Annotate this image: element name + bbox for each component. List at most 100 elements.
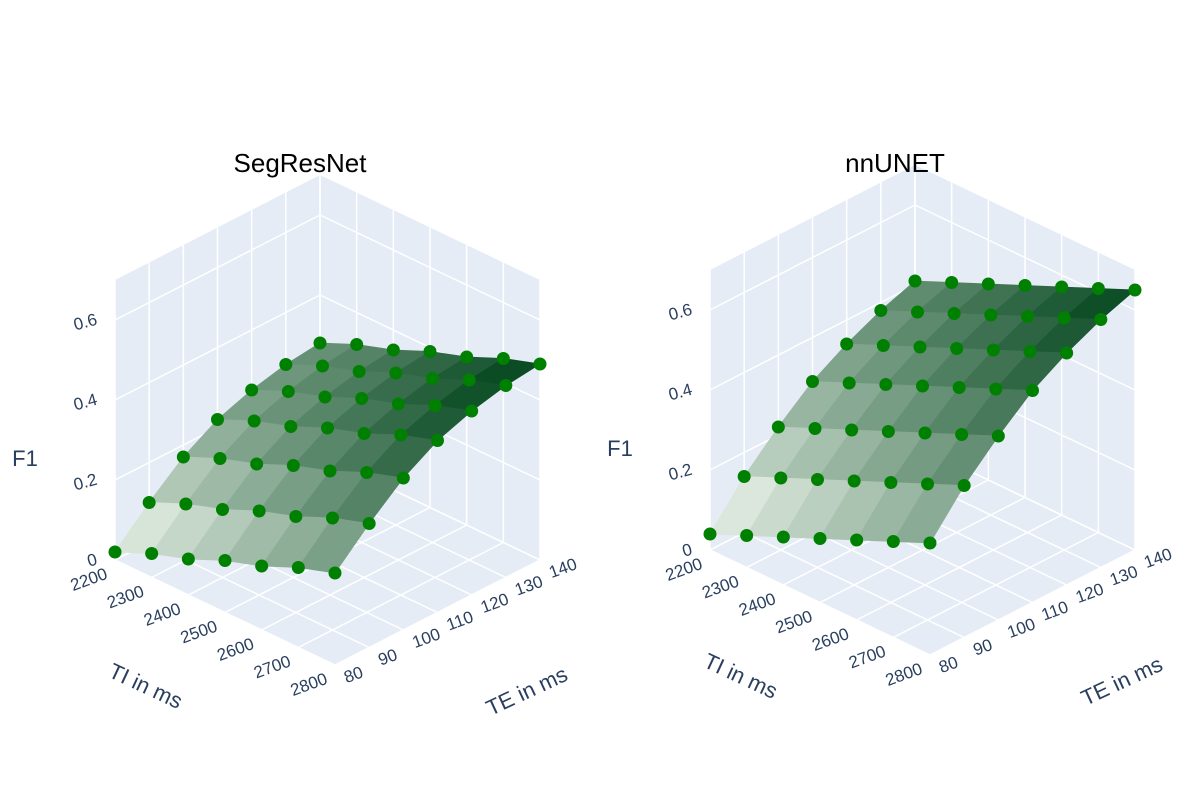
x-tick-label: 2700 bbox=[846, 642, 888, 673]
data-point bbox=[911, 305, 924, 319]
data-point bbox=[499, 379, 513, 392]
data-point bbox=[950, 342, 964, 355]
data-point bbox=[328, 566, 342, 580]
chart-title: nnUNET bbox=[845, 148, 945, 178]
data-point bbox=[255, 559, 269, 573]
z-tick-label: 0.4 bbox=[666, 380, 694, 404]
data-point bbox=[291, 561, 305, 574]
data-point bbox=[360, 466, 374, 479]
data-point bbox=[396, 471, 410, 485]
data-point bbox=[879, 378, 893, 391]
y-tick-label: 110 bbox=[444, 607, 476, 634]
data-point bbox=[352, 365, 366, 378]
grid-line bbox=[319, 214, 541, 321]
data-point bbox=[386, 343, 400, 357]
data-point bbox=[981, 277, 995, 291]
data-point bbox=[1021, 310, 1034, 323]
grid-line bbox=[743, 531, 965, 639]
data-point bbox=[918, 426, 932, 440]
data-point bbox=[771, 420, 785, 434]
data-point bbox=[389, 366, 403, 380]
y-tick-label: 100 bbox=[410, 624, 443, 652]
y-tick-label: 120 bbox=[1073, 579, 1106, 607]
y-tick-label: 90 bbox=[971, 635, 995, 659]
data-point bbox=[986, 343, 1000, 357]
data-point bbox=[350, 338, 364, 351]
y-axis-title: TE in ms bbox=[1077, 651, 1166, 710]
data-point bbox=[842, 376, 856, 390]
data-point bbox=[884, 476, 898, 489]
y-tick-label: 80 bbox=[936, 653, 960, 677]
data-point bbox=[1026, 384, 1039, 397]
data-point bbox=[316, 359, 329, 373]
x-tick-label: 2600 bbox=[810, 624, 852, 655]
data-point bbox=[908, 274, 922, 288]
data-point bbox=[776, 530, 790, 544]
z-tick-label: 0.2 bbox=[71, 470, 99, 494]
data-point bbox=[913, 340, 927, 354]
data-point bbox=[1057, 311, 1071, 325]
data-point bbox=[431, 434, 444, 447]
data-point bbox=[281, 385, 295, 398]
data-point bbox=[179, 497, 193, 511]
data-point bbox=[1055, 280, 1069, 294]
data-point bbox=[886, 535, 900, 548]
y-tick-label: 140 bbox=[1141, 544, 1174, 572]
y-tick-label: 90 bbox=[376, 645, 400, 669]
data-point bbox=[216, 503, 229, 516]
z-tick-label: 0.6 bbox=[666, 300, 694, 324]
y-tick-label: 140 bbox=[546, 554, 579, 582]
z-tick-label: 0 bbox=[680, 540, 694, 561]
data-point bbox=[218, 554, 232, 567]
data-point bbox=[323, 464, 337, 478]
data-point bbox=[247, 414, 261, 428]
data-point bbox=[465, 404, 479, 418]
data-point bbox=[460, 350, 474, 364]
data-point bbox=[245, 383, 259, 397]
y-tick-label: 80 bbox=[341, 663, 365, 687]
data-point bbox=[989, 382, 1003, 396]
data-point bbox=[955, 428, 969, 441]
data-point bbox=[284, 420, 298, 433]
y-tick-label: 130 bbox=[512, 572, 545, 600]
data-point bbox=[740, 529, 754, 542]
data-point bbox=[921, 477, 934, 491]
data-point bbox=[808, 422, 822, 435]
data-point bbox=[1128, 283, 1142, 297]
data-point bbox=[737, 470, 751, 483]
data-point bbox=[847, 474, 861, 488]
z-axis-title: F1 bbox=[607, 436, 633, 461]
data-point bbox=[811, 473, 824, 486]
data-point bbox=[462, 373, 476, 387]
data-point bbox=[394, 428, 408, 442]
data-point bbox=[145, 547, 159, 560]
data-point bbox=[984, 308, 998, 322]
data-point bbox=[355, 392, 369, 405]
grid-line bbox=[114, 294, 321, 401]
z-tick-label: 0.2 bbox=[666, 460, 694, 484]
chart-title: SegResNet bbox=[234, 148, 368, 178]
x-tick-label: 2700 bbox=[251, 652, 293, 683]
data-point bbox=[286, 459, 300, 472]
data-point bbox=[428, 399, 442, 412]
data-point bbox=[357, 427, 371, 440]
data-point bbox=[874, 304, 888, 317]
data-point bbox=[703, 527, 717, 541]
x-tick-label: 2600 bbox=[215, 634, 257, 665]
data-point bbox=[321, 421, 334, 435]
data-point bbox=[362, 517, 376, 530]
data-point bbox=[806, 375, 819, 388]
data-point bbox=[289, 510, 303, 523]
y-tick-label: 100 bbox=[1005, 614, 1038, 642]
x-tick-label: 2400 bbox=[141, 599, 183, 630]
data-point bbox=[952, 381, 966, 394]
grid-line bbox=[709, 549, 931, 656]
data-point bbox=[211, 413, 224, 426]
x-axis-title: TI in ms bbox=[105, 658, 186, 714]
data-point bbox=[279, 358, 293, 371]
x-tick-label: 2800 bbox=[883, 659, 925, 690]
data-point bbox=[496, 352, 510, 365]
y-tick-label: 130 bbox=[1107, 562, 1140, 590]
